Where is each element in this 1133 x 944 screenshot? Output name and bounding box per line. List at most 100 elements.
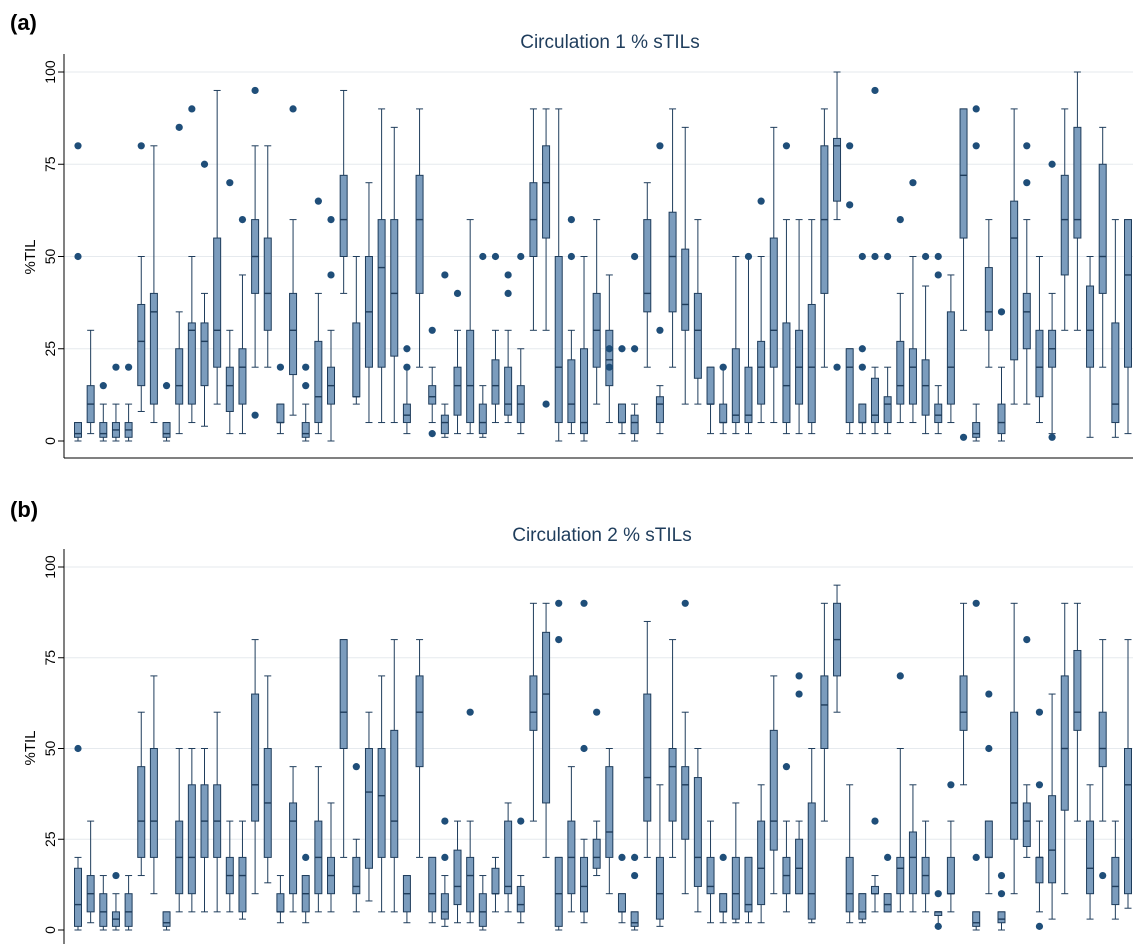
box-group bbox=[617, 345, 626, 435]
box-group bbox=[1098, 126, 1107, 368]
box-iqr bbox=[162, 422, 171, 438]
box-iqr bbox=[213, 237, 222, 368]
box-iqr bbox=[896, 340, 905, 405]
box-group bbox=[1111, 820, 1120, 920]
box-iqr bbox=[744, 856, 753, 913]
box-group bbox=[74, 142, 82, 442]
box-iqr bbox=[74, 867, 82, 927]
outlier-point bbox=[567, 216, 575, 224]
box-iqr bbox=[1022, 802, 1031, 848]
outlier-point bbox=[352, 763, 360, 771]
box-iqr bbox=[86, 875, 95, 913]
y-tick-label: 50 bbox=[42, 249, 58, 265]
box-group bbox=[251, 86, 260, 419]
box-iqr bbox=[1048, 795, 1057, 884]
box-group bbox=[605, 748, 614, 895]
outlier-point bbox=[618, 853, 626, 862]
box-group bbox=[959, 602, 968, 786]
box-iqr bbox=[1022, 292, 1031, 350]
box-group bbox=[795, 672, 804, 895]
outlier-point bbox=[226, 179, 234, 187]
box-iqr bbox=[213, 784, 222, 858]
box-group bbox=[263, 675, 272, 884]
box-iqr bbox=[908, 831, 917, 895]
outlier-point bbox=[972, 599, 980, 607]
outlier-point bbox=[934, 252, 942, 261]
outlier-point bbox=[441, 817, 449, 825]
box-group bbox=[542, 108, 551, 408]
box-group bbox=[213, 711, 222, 913]
box-iqr bbox=[719, 893, 728, 913]
box-iqr bbox=[162, 911, 171, 927]
box-iqr bbox=[238, 348, 247, 405]
box-iqr bbox=[643, 693, 652, 822]
box-iqr bbox=[731, 856, 740, 920]
box-iqr bbox=[542, 145, 551, 239]
box-iqr bbox=[74, 422, 82, 438]
box-iqr bbox=[263, 748, 272, 858]
box-group bbox=[466, 219, 475, 435]
box-group bbox=[605, 274, 614, 424]
outlier-point bbox=[1048, 433, 1056, 441]
box-iqr bbox=[491, 359, 500, 405]
box-iqr bbox=[415, 675, 424, 768]
box-group bbox=[972, 105, 981, 442]
box-iqr bbox=[364, 748, 373, 869]
box-group bbox=[997, 871, 1006, 931]
box-iqr bbox=[314, 340, 323, 424]
box-iqr bbox=[453, 849, 462, 906]
box-group bbox=[921, 820, 930, 913]
box-group bbox=[934, 890, 943, 930]
outlier-point bbox=[276, 363, 285, 371]
outlier-point bbox=[934, 890, 942, 898]
box-iqr bbox=[1111, 322, 1120, 424]
box-group bbox=[111, 871, 120, 931]
box-iqr bbox=[934, 403, 943, 424]
box-group bbox=[1060, 108, 1069, 331]
box-iqr bbox=[149, 292, 158, 405]
box-group bbox=[693, 219, 702, 405]
box-group bbox=[1073, 71, 1082, 331]
box-iqr bbox=[1124, 219, 1132, 368]
box-group bbox=[402, 875, 411, 924]
box-iqr bbox=[883, 893, 892, 913]
box-iqr bbox=[352, 856, 361, 895]
box-group bbox=[984, 690, 993, 895]
box-iqr bbox=[175, 348, 184, 405]
box-iqr bbox=[617, 403, 626, 424]
box-group bbox=[339, 89, 348, 294]
box-group bbox=[74, 744, 82, 931]
box-group bbox=[820, 108, 829, 368]
box-group bbox=[415, 639, 424, 858]
box-group bbox=[314, 197, 323, 435]
outlier-point bbox=[871, 817, 879, 825]
box-group bbox=[1010, 108, 1019, 405]
box-iqr bbox=[137, 766, 146, 858]
box-iqr bbox=[706, 856, 715, 895]
box-iqr bbox=[99, 893, 108, 927]
outlier-point bbox=[403, 363, 411, 371]
box-group bbox=[580, 599, 589, 924]
box-group bbox=[1124, 639, 1132, 909]
outlier-point bbox=[985, 690, 993, 698]
outlier-point bbox=[251, 411, 259, 419]
outlier-point bbox=[1035, 922, 1044, 930]
outlier-point bbox=[833, 363, 841, 371]
box-iqr bbox=[681, 766, 690, 840]
box-group bbox=[124, 875, 133, 931]
box-iqr bbox=[137, 303, 146, 387]
box-iqr bbox=[491, 867, 500, 895]
box-group bbox=[453, 289, 462, 435]
box-iqr bbox=[807, 303, 816, 424]
box-iqr bbox=[339, 639, 348, 749]
box-iqr bbox=[377, 219, 386, 368]
box-iqr bbox=[567, 820, 576, 895]
box-group bbox=[959, 108, 968, 441]
box-iqr bbox=[200, 322, 209, 387]
box-iqr bbox=[757, 820, 766, 906]
box-iqr bbox=[263, 237, 272, 331]
outlier-point bbox=[289, 105, 297, 113]
box-group bbox=[883, 853, 892, 913]
outlier-point bbox=[858, 345, 866, 353]
box-iqr bbox=[833, 602, 842, 677]
